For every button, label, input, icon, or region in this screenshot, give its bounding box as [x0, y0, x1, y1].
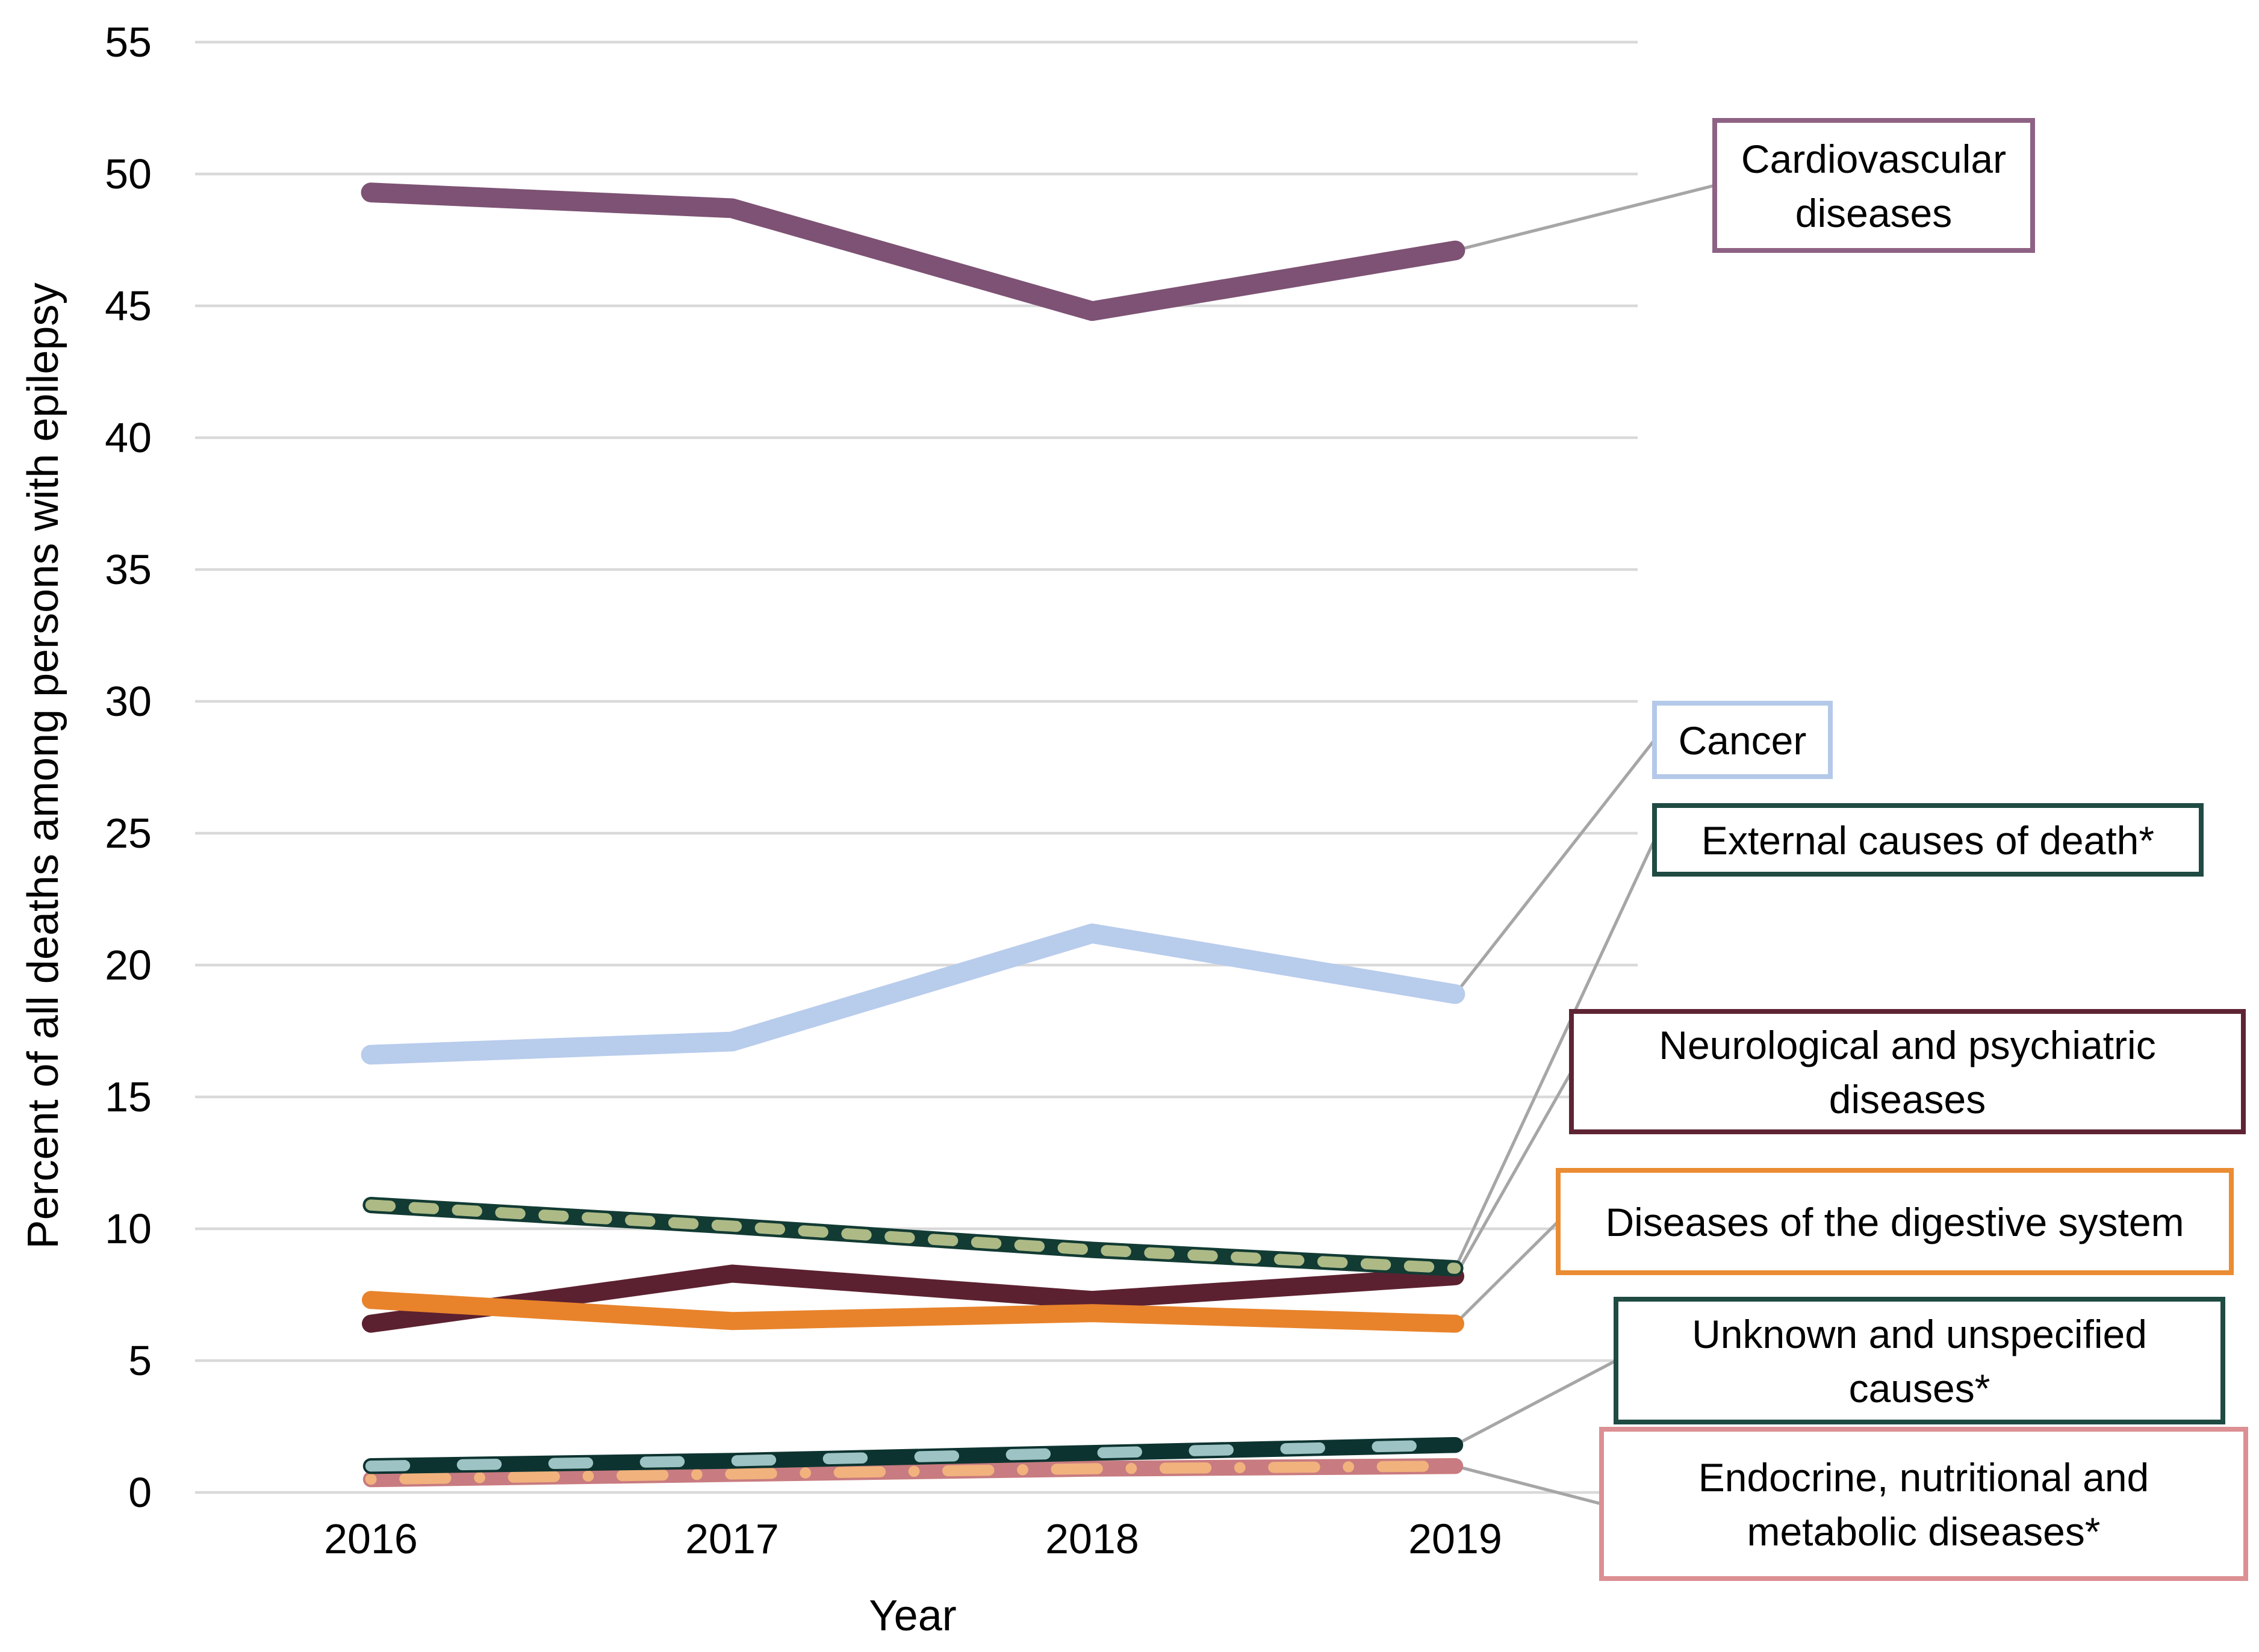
series-label-box-external-causes-of-death: [1652, 803, 2204, 877]
series-dash-overlay-external-causes-of-death: [365, 1199, 1461, 1274]
series-line-diseases-of-the-digestive-system: [362, 1291, 1464, 1333]
series-dash-overlay-endocrine-nutritional-and-metabolic-diseases: [365, 1460, 1461, 1485]
leader-line-cancer: [1453, 739, 1656, 995]
series-label-text-cardiovascular-diseases: Cardiovascular diseases: [1741, 137, 2006, 235]
series-label-text-neurological-and-psychiatric-diseases: Neurological and psychiatric diseases: [1659, 1023, 2155, 1122]
series-label-text-diseases-of-the-digestive-system: Diseases of the digestive system: [1605, 1200, 2184, 1244]
y-tick-label: 35: [105, 546, 152, 593]
y-tick-label: 5: [128, 1337, 152, 1384]
leader-line-neurological-and-psychiatric-diseases: [1453, 1070, 1573, 1278]
leader-line-endocrine-nutritional-and-metabolic-diseases: [1455, 1464, 1602, 1506]
series-line-cancer: [361, 924, 1465, 1065]
y-tick-label: 0: [128, 1469, 152, 1516]
series-dash-overlay-unknown-and-unspecified-causes: [365, 1439, 1461, 1472]
leader-line-cardiovascular-diseases: [1455, 184, 1715, 252]
x-tick-label: 2019: [1408, 1515, 1502, 1562]
leader-line-external-causes-of-death: [1453, 839, 1656, 1269]
series-line-cardiovascular-diseases: [361, 182, 1465, 321]
y-tick-label: 10: [105, 1205, 152, 1252]
y-axis-tick-labels: 0 5 10 15 20 25 30 35 40 45 50 55: [105, 19, 152, 1516]
gridlines-group: [195, 40, 1638, 1494]
y-tick-label: 25: [105, 810, 152, 857]
x-tick-label: 2017: [685, 1515, 779, 1562]
leader-line-unknown-and-unspecified-causes: [1454, 1359, 1617, 1447]
data-series-lines: [361, 182, 1465, 1488]
series-label-box-neurological-and-psychiatric-diseases: [1569, 1009, 2246, 1134]
y-tick-label: 15: [105, 1073, 152, 1120]
x-axis-title: Year: [869, 1592, 956, 1640]
series-label-text-cancer: Cancer: [1679, 718, 1807, 763]
series-line-neurological-and-psychiatric-diseases: [362, 1264, 1464, 1333]
series-label-box-cancer: [1652, 701, 1833, 779]
callout-leader-lines: [1453, 184, 1715, 1506]
x-tick-label: 2016: [324, 1515, 418, 1562]
y-tick-label: 50: [105, 151, 152, 197]
y-tick-label: 20: [105, 942, 152, 989]
series-label-box-unknown-and-unspecified-causes: [1614, 1297, 2225, 1424]
x-tick-label: 2018: [1045, 1515, 1139, 1562]
series-label-text-unknown-and-unspecified-causes: Unknown and unspecified causes*: [1692, 1312, 2147, 1411]
y-tick-label: 40: [105, 414, 152, 461]
y-tick-label: 45: [105, 282, 152, 329]
x-axis-tick-labels: 2016 2017 2018 2019: [324, 1515, 1502, 1562]
y-tick-label: 30: [105, 678, 152, 725]
series-label-text-endocrine-nutritional-and-metabolic-diseases: Endocrine, nutritional and metabolic dise…: [1698, 1455, 2149, 1554]
y-tick-label: 55: [105, 19, 152, 66]
series-label-text-external-causes-of-death: External causes of death*: [1701, 818, 2154, 863]
series-label-box-cardiovascular-diseases: [1712, 118, 2035, 253]
series-label-box-diseases-of-the-digestive-system: [1556, 1168, 2234, 1275]
y-axis-title: Percent of all deaths among persons with…: [19, 283, 67, 1249]
series-label-box-endocrine-nutritional-and-metabolic-diseases: [1599, 1427, 2248, 1581]
callout-label-boxes: Cardiovascular diseases Cancer External cau…: [1556, 118, 2248, 1581]
leader-line-diseases-of-the-digestive-system: [1454, 1220, 1559, 1325]
